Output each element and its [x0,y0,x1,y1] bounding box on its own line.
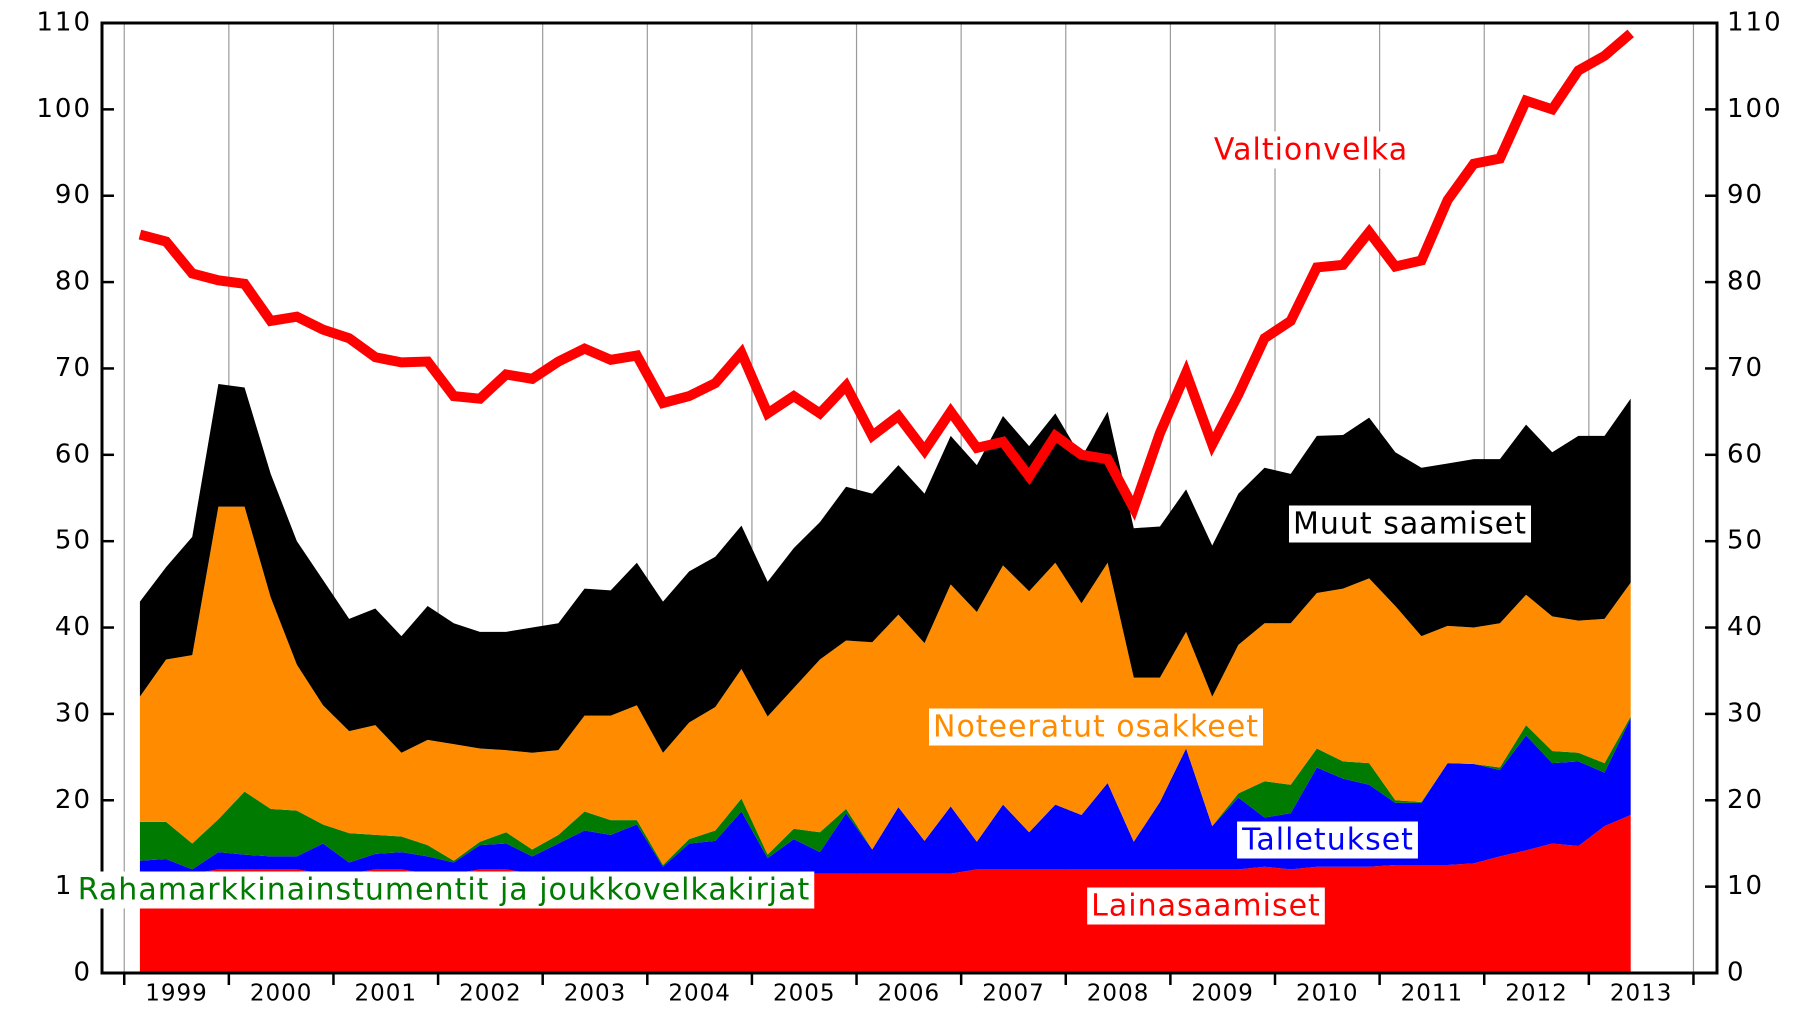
series-label: Valtionvelka [1214,133,1408,168]
x-tick-label: 2002 [459,981,522,1007]
series-label-bg [929,708,1263,746]
y-tick-label: 50 [55,526,92,556]
y2-tick-label: 60 [1727,439,1764,469]
x-tick-label: 2012 [1505,981,1568,1007]
area [139,506,1631,866]
series-label-bg [1209,131,1413,169]
x-tick-label: 2011 [1401,981,1464,1007]
series-label-bg [1087,887,1325,925]
series-label-group: Lainasaamiset [1087,887,1325,925]
x-tick-label: 2005 [773,981,836,1007]
x-tick-label: 2008 [1087,981,1150,1007]
y2-tick-label: 50 [1727,526,1764,556]
x-tick-label: 2004 [668,981,731,1007]
y2-tick-label: 20 [1727,785,1764,815]
x-tick-label: 2006 [878,981,941,1007]
y-tick-label: 110 [36,8,92,38]
area [139,384,1631,753]
series-label: Rahamarkkinainstumentit ja joukkovelkaki… [78,873,811,908]
series-label: Noteeratut osakkeet [933,710,1259,745]
series-label-bg [73,871,815,909]
area [139,814,1631,973]
x-tick-label: 2007 [982,981,1045,1007]
y-tick-label: 100 [36,94,92,124]
y2-tick-label: 0 [1727,958,1746,988]
series-label-bg [1288,505,1532,543]
y-tick-label: 40 [55,612,92,642]
series-label-group: Valtionvelka [1209,131,1413,169]
series-label-bg [1237,821,1418,859]
y2-tick-label: 70 [1727,353,1764,383]
line [138,29,1634,521]
x-tick-label: 2000 [250,981,313,1007]
y-tick-label: 0 [73,958,92,988]
y2-tick-label: 30 [1727,698,1764,728]
series-label-group: Rahamarkkinainstumentit ja joukkovelkaki… [73,871,815,909]
series-label: Lainasaamiset [1091,889,1321,924]
y2-tick-label: 90 [1727,180,1764,210]
x-tick-label: 2003 [564,981,627,1007]
x-tick-label: 2001 [354,981,417,1007]
series-label: Talletukset [1241,823,1414,858]
series-label-group: Noteeratut osakkeet [929,708,1263,746]
y2-tick-label: 110 [1727,8,1783,38]
y2-tick-label: 40 [1727,612,1764,642]
y2-tick-label: 10 [1727,871,1764,901]
y2-tick-label: 100 [1727,94,1783,124]
y-tick-label: 70 [55,353,92,383]
series-label-group: Talletukset [1237,821,1418,859]
plot-frame [100,21,1719,975]
x-tick-label: 2010 [1296,981,1359,1007]
series-label-group: Muut saamiset [1288,505,1532,543]
y-tick-label: 20 [55,785,92,815]
y-tick-label: 30 [55,698,92,728]
x-tick-label: 1999 [145,981,208,1007]
y2-tick-label: 80 [1727,267,1764,297]
x-tick-label: 2013 [1610,981,1673,1007]
series-label: Muut saamiset [1293,507,1527,542]
y-tick-label: 90 [55,180,92,210]
x-tick-label: 2009 [1191,981,1254,1007]
y-tick-label: 60 [55,439,92,469]
area [139,716,1631,870]
y-tick-label: 80 [55,267,92,297]
